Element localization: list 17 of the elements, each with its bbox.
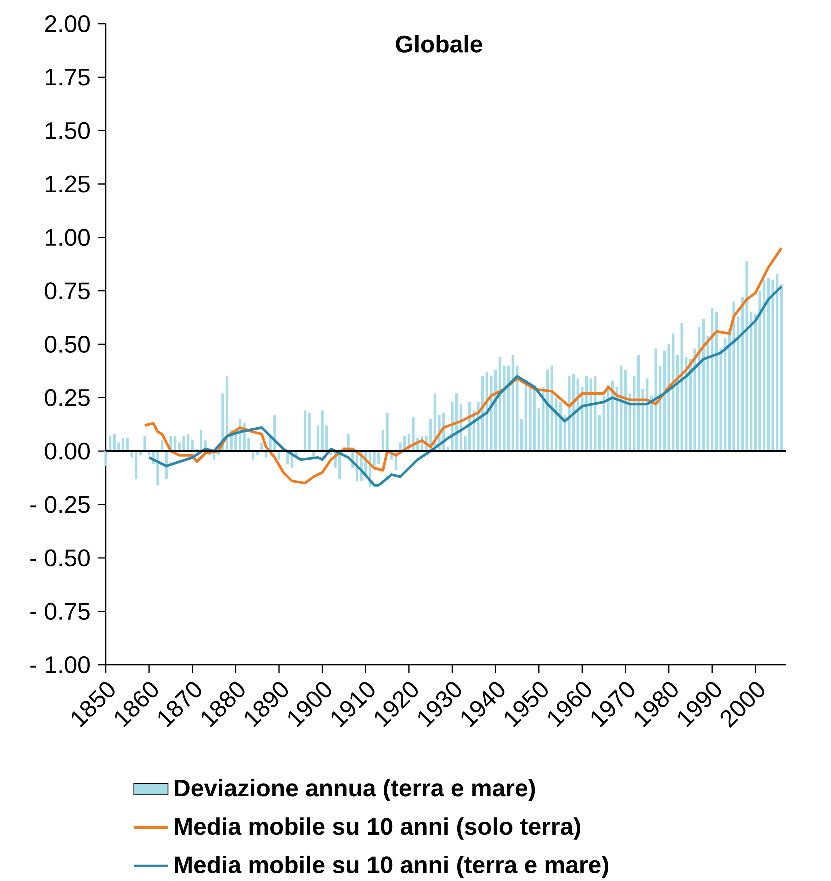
y-tick-label: 2.00 — [45, 16, 90, 32]
legend-label: Deviazione annua (terra e mare) — [175, 779, 536, 802]
y-tick-label: 1.75 — [46, 69, 90, 86]
y-tick-label: - 0.50 — [30, 550, 90, 567]
chart-title: Globale — [396, 35, 482, 53]
y-tick-label: 1.00 — [46, 229, 90, 246]
y-tick-label: 0.00 — [45, 442, 90, 460]
y-tick-label: 1.25 — [46, 176, 90, 193]
y-tick-label: 1.50 — [46, 122, 90, 140]
y-tick-label: - 1.00 — [30, 656, 90, 674]
y-tick-label: 0.25 — [45, 389, 90, 406]
y-tick-label: - 0.25 — [30, 496, 90, 514]
y-tick-label: - 0.75 — [30, 603, 90, 620]
legend-label: Media mobile su 10 anni (solo terra) — [175, 818, 580, 840]
y-tick-label: 0.50 — [45, 336, 90, 353]
legend-label: Media mobile su 10 anni (terra e mare) — [175, 856, 608, 878]
y-tick-label: 0.75 — [45, 282, 90, 300]
